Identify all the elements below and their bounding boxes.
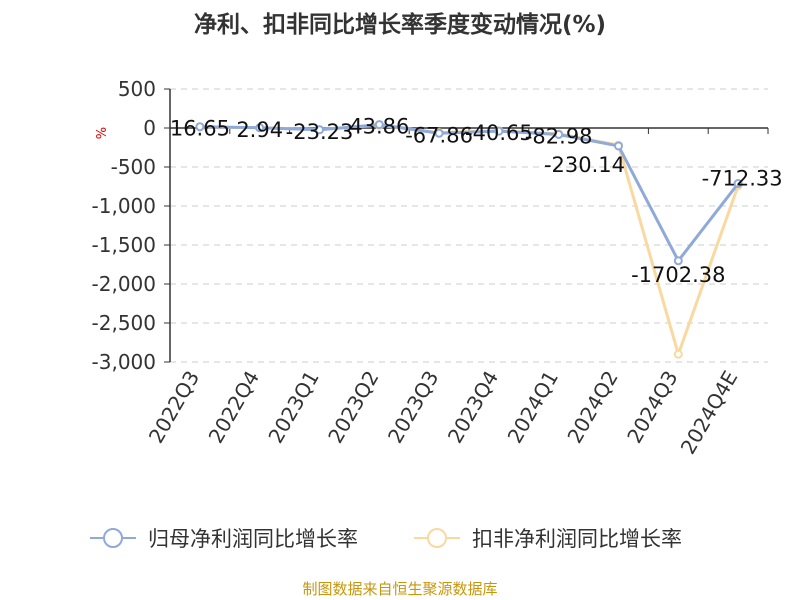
x-tick-label: 2024Q4E xyxy=(676,367,743,459)
x-tick-label: 2023Q1 xyxy=(263,367,323,448)
y-tick-label: -1,500 xyxy=(92,233,156,257)
y-tick-label: 500 xyxy=(118,77,156,101)
legend-label: 扣非净利润同比增长率 xyxy=(472,527,682,551)
legend: 归母净利润同比增长率 扣非净利润同比增长率 xyxy=(90,527,682,551)
y-tick-label: -3,000 xyxy=(92,350,156,374)
y-tick-label: -2,500 xyxy=(92,311,156,335)
chart-title: 净利、扣非同比增长率季度变动情况(%) xyxy=(194,11,606,38)
series-line-1 xyxy=(199,123,740,263)
x-tick-label: 2022Q3 xyxy=(144,367,204,448)
x-tick-label: 2024Q2 xyxy=(562,367,622,448)
x-tick-label: 2022Q4 xyxy=(204,367,264,448)
x-tick-label: 2023Q3 xyxy=(383,366,443,447)
series-2-point[interactable] xyxy=(673,349,683,359)
data-label: -23.23 xyxy=(286,120,354,144)
x-tick-label: 2023Q4 xyxy=(443,367,503,448)
legend-marker-circle xyxy=(427,528,447,548)
legend-item-series-1[interactable]: 归母净利润同比增长率 xyxy=(90,527,358,551)
x-tick-label: 2023Q2 xyxy=(323,367,383,448)
series-1-point[interactable] xyxy=(554,129,564,139)
series-1-point[interactable] xyxy=(614,141,623,151)
y-tick-label: -1,000 xyxy=(92,194,156,218)
series-1-point[interactable] xyxy=(733,179,743,189)
source-note: 制图数据来自恒生聚源数据库 xyxy=(302,580,497,598)
series-1-point[interactable] xyxy=(195,122,205,132)
y-tick-label: -2,000 xyxy=(92,272,156,296)
series-1-point[interactable] xyxy=(315,125,324,135)
data-label: -40.65 xyxy=(465,121,533,145)
data-label: 43.86 xyxy=(349,115,409,139)
data-label: -82.98 xyxy=(525,124,593,148)
legend-marker-circle xyxy=(103,528,123,548)
y-tick-labels: 500 0 -500 -1,000 -1,500 -2,000 -2,500 -3,000 xyxy=(92,77,156,374)
grid-lines xyxy=(170,88,768,363)
legend-item-series-2[interactable]: 扣非净利润同比增长率 xyxy=(414,527,682,551)
series-1-point[interactable] xyxy=(494,126,504,136)
data-label: -712.33 xyxy=(702,167,783,191)
data-label: -67.86 xyxy=(405,123,473,147)
series-lines xyxy=(195,120,743,359)
series-1-point[interactable] xyxy=(255,123,265,133)
legend-label: 归母净利润同比增长率 xyxy=(148,527,358,551)
series-1-point[interactable] xyxy=(673,256,683,266)
x-tick-label: 2024Q3 xyxy=(622,367,682,448)
data-label: 16.65 xyxy=(170,117,230,141)
data-label: -230.14 xyxy=(544,153,625,177)
series-line-2 xyxy=(199,123,740,356)
y-tick-label: 0 xyxy=(143,116,156,140)
data-label: 2.94 xyxy=(236,118,283,142)
y-tick-label: -500 xyxy=(111,155,156,179)
data-label: -1702.38 xyxy=(631,263,725,287)
y-axis-unit-label: % xyxy=(95,127,110,139)
x-tick-labels: 2022Q3 2022Q4 2023Q1 2023Q2 2023Q3 2023Q4 2024… xyxy=(144,366,743,458)
series-1-point[interactable] xyxy=(434,128,444,138)
x-tick-label: 2024Q1 xyxy=(503,367,563,448)
series-1-point[interactable] xyxy=(374,120,384,130)
